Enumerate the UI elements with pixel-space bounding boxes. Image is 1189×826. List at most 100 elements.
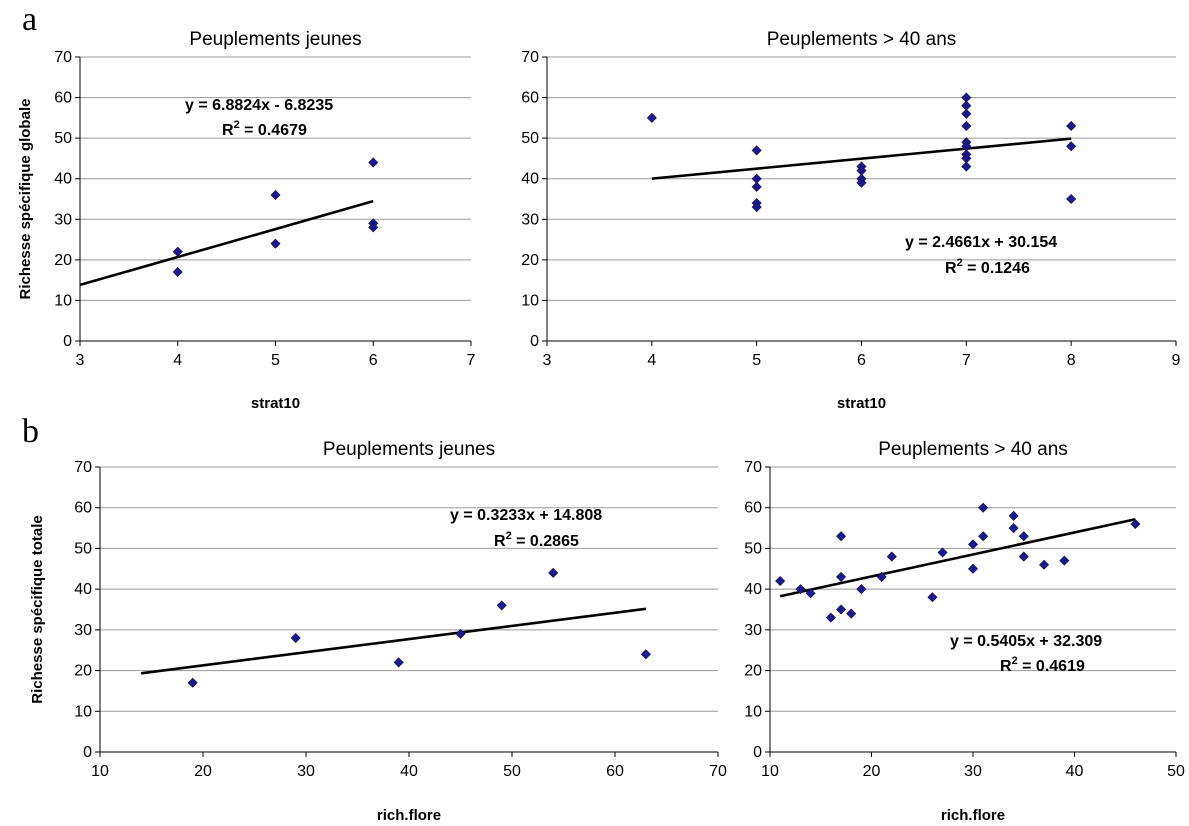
y-axis-title: Richesse spécifique totale xyxy=(29,515,46,703)
y-tick-label: 60 xyxy=(54,90,72,107)
x-tick-label: 20 xyxy=(194,763,212,780)
data-point xyxy=(393,657,404,668)
data-point xyxy=(961,108,972,119)
data-point xyxy=(548,567,559,578)
data-point xyxy=(978,502,989,513)
x-tick-label: 50 xyxy=(1167,763,1185,780)
panel-letter-a: a xyxy=(22,1,37,38)
y-tick-label: 50 xyxy=(74,540,92,557)
y-tick-label: 60 xyxy=(74,500,92,517)
y-axis-title: Richesse spécifique globale xyxy=(17,99,34,300)
data-point xyxy=(751,181,762,192)
y-tick-label: 40 xyxy=(74,581,92,598)
x-tick-label: 5 xyxy=(752,352,761,369)
x-tick-label: 8 xyxy=(1067,352,1076,369)
r-squared-label: R2 = 0.4619 xyxy=(1000,655,1085,675)
x-tick-label: 3 xyxy=(76,352,85,369)
trendline xyxy=(141,607,647,675)
trendline xyxy=(651,137,1072,180)
data-point xyxy=(795,584,806,595)
data-point xyxy=(187,677,198,688)
data-point xyxy=(836,571,847,582)
y-tick-label: 10 xyxy=(74,703,92,720)
data-point xyxy=(937,547,948,558)
data-point xyxy=(455,628,466,639)
y-tick-label: 20 xyxy=(74,663,92,680)
x-tick-label: 5 xyxy=(271,352,280,369)
trend-equation: y = 6.8824x - 6.8235 xyxy=(185,97,333,114)
chart-title: Peuplements jeunes xyxy=(189,29,361,50)
chart-title: Peuplements > 40 ans xyxy=(878,439,1068,460)
data-point xyxy=(876,571,887,582)
x-tick-label: 6 xyxy=(369,352,378,369)
y-tick-label: 30 xyxy=(54,211,72,228)
x-tick-label: 9 xyxy=(1172,352,1181,369)
data-point xyxy=(978,531,989,542)
data-point xyxy=(1008,510,1019,521)
y-tick-label: 70 xyxy=(54,49,72,66)
data-point xyxy=(836,604,847,615)
trend-equation: y = 2.4661x + 30.154 xyxy=(905,234,1057,251)
x-axis-title: strat10 xyxy=(837,395,886,412)
y-tick-label: 0 xyxy=(530,333,539,350)
data-point xyxy=(751,202,762,213)
r-squared-label: R2 = 0.1246 xyxy=(945,257,1030,277)
data-point xyxy=(640,649,651,660)
chart-2: 0 10 20 30 40 50 60 70 3 4 5 6 7 8 9 Peuplements > 40 a… xyxy=(521,29,1180,412)
x-tick-label: 60 xyxy=(606,763,624,780)
x-tick-label: 7 xyxy=(467,352,476,369)
x-tick-label: 4 xyxy=(647,352,656,369)
panel-letter-b: b xyxy=(22,413,39,450)
x-tick-label: 7 xyxy=(962,352,971,369)
r-squared-label: R2 = 0.2865 xyxy=(494,530,579,550)
data-point xyxy=(368,157,379,168)
x-tick-label: 40 xyxy=(1066,763,1084,780)
y-tick-label: 0 xyxy=(83,744,92,761)
chart-title: Peuplements jeunes xyxy=(323,439,495,460)
x-tick-label: 20 xyxy=(863,763,881,780)
x-axis-title: rich.flore xyxy=(941,807,1005,824)
chart-3: 0 10 20 30 40 50 60 70 10 20 30 40 50 60 70 Peuplements… xyxy=(29,439,727,824)
data-point xyxy=(961,161,972,172)
data-point xyxy=(172,246,183,257)
data-point xyxy=(1130,518,1141,530)
chart-4: 0 10 20 30 40 50 60 70 10 20 30 40 50 Peuplements > 4… xyxy=(744,439,1185,824)
y-tick-label: 10 xyxy=(744,703,762,720)
data-point xyxy=(290,632,301,644)
data-point xyxy=(961,120,972,131)
y-tick-label: 0 xyxy=(63,333,72,350)
data-point xyxy=(1066,141,1077,152)
data-point xyxy=(646,112,657,123)
y-tick-label: 20 xyxy=(54,252,72,269)
data-point xyxy=(496,600,507,611)
data-point xyxy=(927,592,938,603)
data-point xyxy=(1018,531,1029,542)
y-tick-label: 30 xyxy=(521,211,539,228)
data-point xyxy=(836,531,847,542)
y-tick-label: 40 xyxy=(54,171,72,188)
chart-title: Peuplements > 40 ans xyxy=(767,29,957,50)
data-point xyxy=(1066,193,1077,205)
data-point xyxy=(886,551,897,562)
x-tick-label: 10 xyxy=(761,763,779,780)
chart-1: 0 10 20 30 40 50 60 70 3 4 5 6 7 Peuplements jeunes st… xyxy=(17,29,476,412)
y-tick-label: 50 xyxy=(54,130,72,147)
data-point xyxy=(1008,523,1019,534)
x-axis-title: rich.flore xyxy=(377,807,441,824)
x-tick-label: 70 xyxy=(709,763,727,780)
y-tick-label: 20 xyxy=(744,663,762,680)
y-tick-label: 50 xyxy=(521,130,539,147)
x-tick-label: 4 xyxy=(173,352,182,369)
y-tick-label: 70 xyxy=(744,459,762,476)
data-point xyxy=(856,584,867,595)
y-tick-label: 50 xyxy=(744,540,762,557)
x-tick-label: 10 xyxy=(91,763,109,780)
y-tick-label: 60 xyxy=(521,90,539,107)
data-point xyxy=(1066,120,1077,131)
data-point xyxy=(270,238,281,249)
data-point xyxy=(846,608,857,619)
y-tick-label: 40 xyxy=(521,171,539,188)
trend-equation: y = 0.5405x + 32.309 xyxy=(950,633,1102,650)
data-point xyxy=(270,189,281,200)
